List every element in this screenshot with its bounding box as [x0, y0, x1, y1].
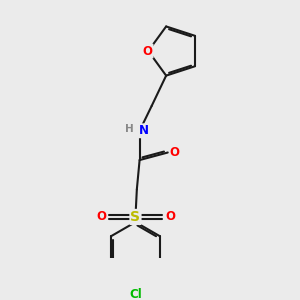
Text: O: O: [96, 210, 106, 224]
Text: O: O: [142, 44, 153, 58]
Text: H: H: [125, 124, 134, 134]
Text: N: N: [139, 124, 149, 137]
Text: S: S: [130, 210, 140, 224]
Text: O: O: [170, 146, 180, 159]
Text: Cl: Cl: [129, 288, 142, 300]
Text: O: O: [165, 210, 175, 224]
